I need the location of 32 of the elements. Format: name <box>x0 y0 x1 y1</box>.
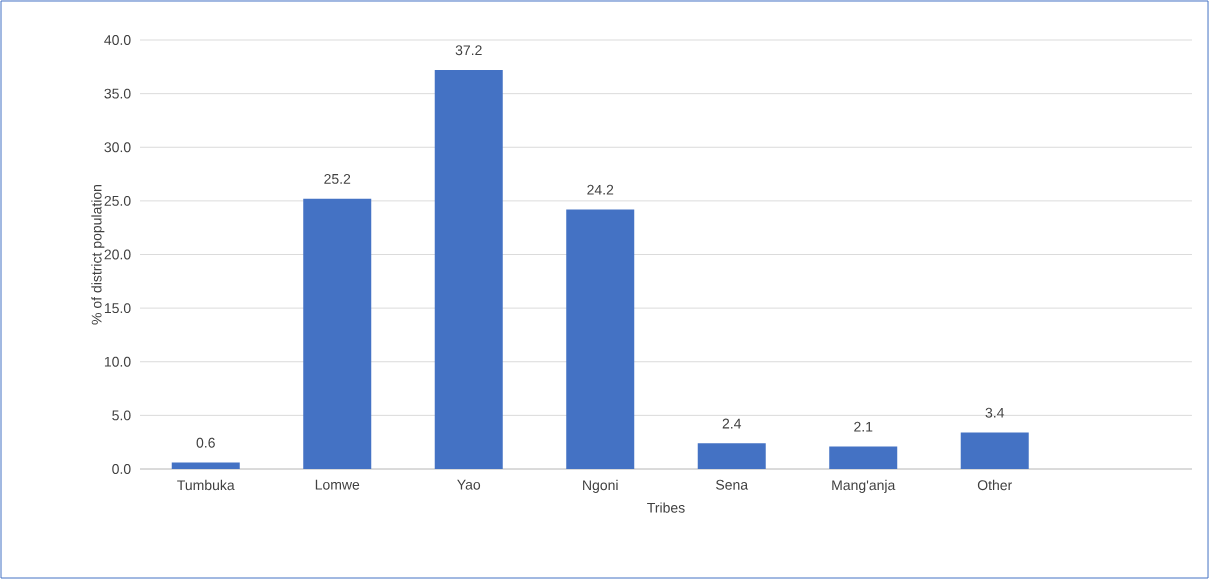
y-axis-title: % of district population <box>91 185 105 325</box>
x-tick-label: Tumbuka <box>177 479 235 491</box>
x-tick-label: Ngoni <box>583 479 618 493</box>
x-tick-label: Sena <box>716 479 749 490</box>
y-tick-label: 0.0 <box>112 464 131 474</box>
bar <box>829 446 898 469</box>
bar <box>171 462 240 469</box>
y-tick-label: 15.0 <box>104 303 131 314</box>
data-label: 37.2 <box>455 45 482 56</box>
y-tick-label: 5.0 <box>112 410 131 421</box>
data-label: 2.4 <box>722 418 742 429</box>
bar <box>697 443 766 469</box>
x-tick-label: Lomwe <box>315 479 360 490</box>
data-label: 3.4 <box>985 407 1005 418</box>
x-tick-label: Other <box>977 479 1013 491</box>
y-tick-label: 25.0 <box>104 195 131 206</box>
data-label: 25.2 <box>324 173 351 184</box>
x-tick-label: Mang'anja <box>832 479 896 493</box>
bar <box>434 70 503 469</box>
data-label: 24.2 <box>587 184 614 195</box>
y-tick-label: 20.0 <box>104 249 131 260</box>
x-axis-title: Tribes <box>647 502 685 513</box>
bar <box>960 432 1029 469</box>
y-tick-label: 10.0 <box>104 356 131 367</box>
y-tick-label: 40.0 <box>104 35 131 45</box>
x-tick-label: Yao <box>457 479 481 490</box>
bar <box>303 198 372 469</box>
y-tick-label: 35.0 <box>104 88 131 99</box>
y-tick-label: 30.0 <box>104 142 131 153</box>
bar <box>566 209 635 469</box>
data-label: 0.6 <box>196 437 215 448</box>
data-label: 2.1 <box>854 421 873 432</box>
